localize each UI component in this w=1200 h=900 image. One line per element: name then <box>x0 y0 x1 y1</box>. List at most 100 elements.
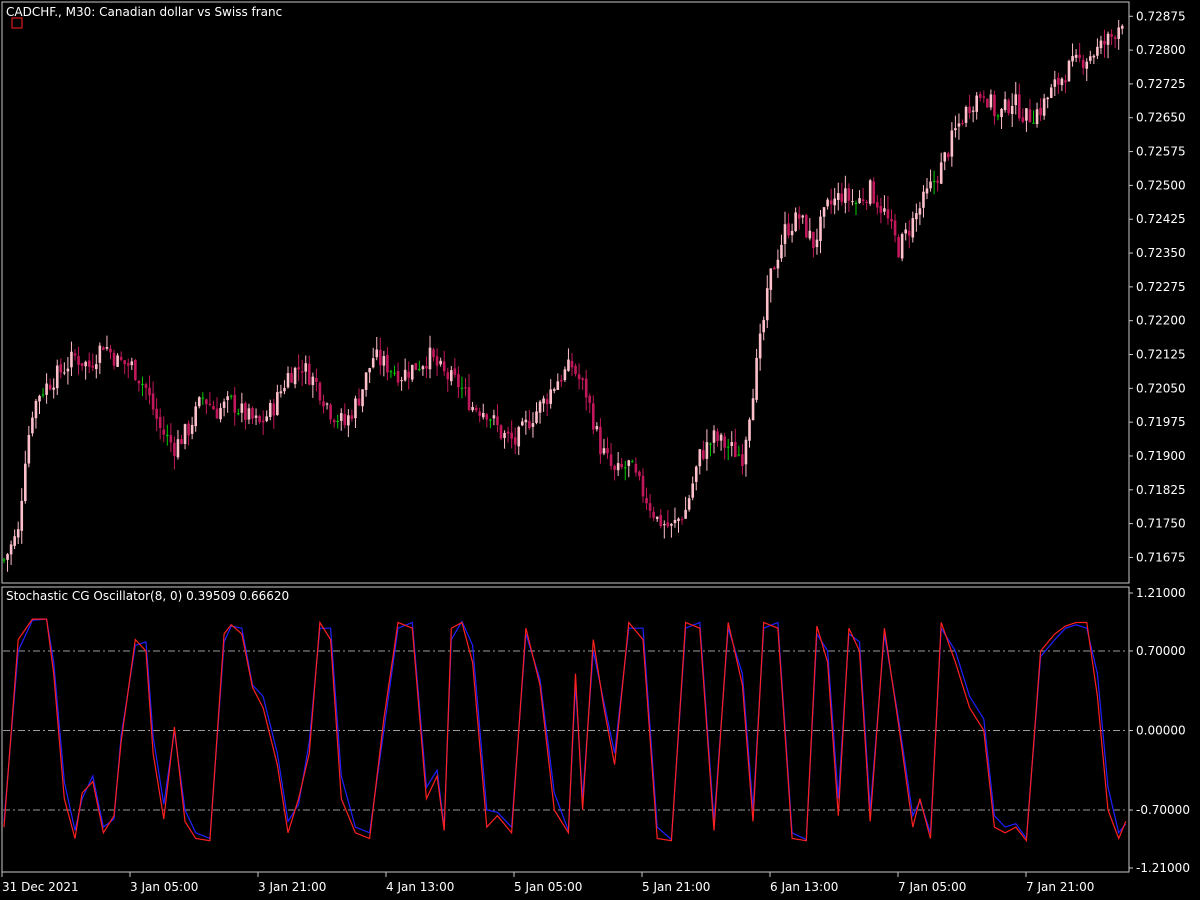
candle <box>396 362 400 386</box>
candle <box>1117 19 1120 50</box>
candle <box>702 440 705 461</box>
candle <box>318 381 322 405</box>
candle <box>1021 108 1025 124</box>
candle <box>265 410 268 423</box>
candle <box>641 468 645 503</box>
candle <box>762 316 765 341</box>
candle <box>261 410 265 435</box>
candle <box>1039 98 1042 122</box>
time-tick-label: 5 Jan 05:00 <box>514 880 582 894</box>
candle <box>226 391 229 413</box>
candle <box>233 386 237 426</box>
candle <box>1057 72 1060 94</box>
one-click-trading-icon[interactable] <box>11 17 23 29</box>
candle <box>545 393 549 417</box>
candle <box>290 366 293 383</box>
candle <box>347 409 350 438</box>
candle <box>1007 98 1010 116</box>
candle <box>698 448 702 475</box>
candle <box>283 380 286 395</box>
candle <box>1096 38 1099 60</box>
candle <box>1064 74 1067 94</box>
candle <box>222 398 226 417</box>
indicator-panel-title: Stochastic CG Oscillator(8, 0) 0.39509 0… <box>6 589 289 603</box>
candle <box>616 452 620 476</box>
candle <box>105 335 109 351</box>
candle <box>428 335 432 379</box>
candle <box>936 175 939 192</box>
price-tick-label: 0.72200 <box>1136 314 1186 328</box>
candle <box>268 399 272 421</box>
candle <box>989 89 993 111</box>
price-tick-label: 0.72275 <box>1136 280 1186 294</box>
candle <box>407 361 410 390</box>
candle <box>506 426 510 443</box>
candle <box>556 373 560 391</box>
candle <box>840 182 844 206</box>
candle <box>954 115 957 138</box>
indicator-tick-label: -0.70000 <box>1136 803 1190 817</box>
candle <box>829 188 833 214</box>
candle <box>879 197 883 224</box>
candle <box>1028 98 1032 123</box>
candle <box>16 521 20 545</box>
candle <box>560 374 563 387</box>
candle <box>758 323 762 371</box>
candle <box>52 378 55 399</box>
candles-layer <box>2 19 1124 572</box>
candle <box>911 211 915 243</box>
candle <box>716 428 719 447</box>
candle <box>48 378 52 391</box>
candle <box>98 342 102 375</box>
price-panel-frame[interactable] <box>1 1 1130 584</box>
candle <box>584 369 588 411</box>
candle <box>769 268 773 303</box>
candle <box>190 416 194 440</box>
candle <box>471 401 474 413</box>
candle <box>80 363 84 371</box>
candle <box>276 384 279 416</box>
candle <box>304 355 308 384</box>
candle <box>382 350 386 377</box>
candle <box>379 337 382 375</box>
candle <box>215 397 219 419</box>
candle <box>549 379 552 409</box>
indicator-panel-frame[interactable] <box>1 586 1130 873</box>
candle <box>219 403 222 423</box>
candle <box>645 487 648 510</box>
candle <box>907 220 911 249</box>
candle <box>389 369 393 379</box>
candle <box>893 214 897 243</box>
candle <box>169 423 173 453</box>
candle <box>247 403 251 425</box>
price-tick-label: 0.71975 <box>1136 415 1186 429</box>
candle <box>854 200 858 215</box>
price-tick-label: 0.71750 <box>1136 517 1186 531</box>
candle <box>673 507 677 528</box>
candle <box>868 178 872 206</box>
time-tick-label: 6 Jan 13:00 <box>770 880 838 894</box>
candle <box>201 392 205 406</box>
candle <box>166 424 169 446</box>
candle <box>6 553 9 572</box>
candle <box>886 195 890 225</box>
candle <box>858 190 861 204</box>
candle <box>496 404 499 433</box>
candle <box>780 234 783 262</box>
candle <box>904 222 907 241</box>
candle <box>41 388 45 398</box>
time-tick-label: 7 Jan 05:00 <box>898 880 966 894</box>
candle <box>325 402 329 410</box>
candle <box>570 353 574 377</box>
candle <box>883 195 886 216</box>
candle <box>173 436 176 470</box>
candle <box>815 228 819 255</box>
candle <box>322 394 325 414</box>
candle <box>1085 58 1089 82</box>
candle <box>1000 108 1003 129</box>
candle <box>134 358 137 381</box>
time-tick-label: 3 Jan 21:00 <box>258 880 326 894</box>
candle <box>2 557 6 564</box>
candle <box>410 364 414 382</box>
